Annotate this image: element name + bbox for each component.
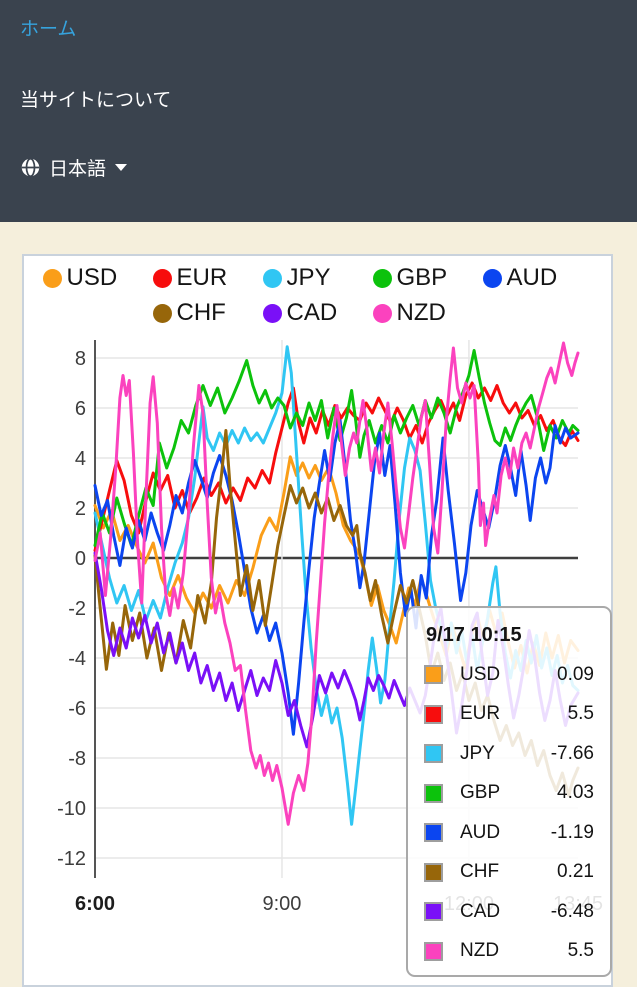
tooltip-row-eur: EUR 5.5 (424, 695, 594, 735)
legend-item-jpy[interactable]: JPY (262, 264, 373, 291)
legend-label: GBP (396, 264, 448, 291)
nav-link-home[interactable]: ホーム (20, 14, 617, 41)
y-tick-label: 2 (75, 498, 86, 520)
legend-label: NZD (396, 299, 446, 326)
tooltip-row-gbp: GBP 4.03 (424, 774, 594, 814)
legend-label: USD (66, 264, 118, 291)
chf-swatch (424, 862, 443, 882)
y-tick-label: 6 (75, 398, 86, 420)
legend-item-nzd[interactable]: NZD (372, 299, 483, 326)
gbp-color-dot (372, 268, 392, 288)
globe-icon (21, 157, 40, 178)
legend-item-eur[interactable]: EUR (152, 264, 263, 291)
nav-about-label: 当サイトについて (20, 90, 172, 111)
x-tick-label: 9:00 (262, 893, 301, 915)
chart-legend: USD EUR JPY GBP AUD CHF CAD NZD (22, 266, 613, 325)
site-header: ホーム 当サイトについて 日本語 (0, 0, 637, 222)
tooltip-label: CAD (460, 900, 501, 922)
nzd-color-dot (372, 303, 392, 323)
y-tick-label: -2 (68, 598, 86, 620)
eur-swatch (424, 704, 443, 724)
tooltip-label: AUD (460, 821, 501, 843)
usd-swatch (424, 665, 443, 685)
y-tick-label: 4 (75, 448, 86, 470)
cad-color-dot (262, 303, 282, 323)
y-tick-label: -10 (57, 798, 86, 820)
tooltip-label: GBP (460, 782, 501, 804)
legend-label: EUR (176, 264, 228, 291)
language-selector[interactable]: 日本語 (20, 154, 617, 181)
y-tick-label: -8 (68, 748, 86, 770)
tooltip-row-cad: CAD -6.48 (424, 892, 594, 932)
tooltip-row-chf: CHF 0.21 (424, 853, 594, 893)
legend-item-gbp[interactable]: GBP (372, 264, 483, 291)
tooltip-label: NZD (460, 940, 500, 962)
tooltip-row-usd: USD 0.09 (424, 655, 594, 695)
jpy-swatch (424, 744, 443, 764)
y-tick-label: 0 (75, 548, 86, 570)
series-line-aud (93, 419, 580, 736)
tooltip-value: 4.03 (557, 782, 594, 804)
x-tick-label: 6:00 (75, 893, 115, 915)
tooltip-value: 0.09 (557, 663, 594, 685)
tooltip-row-nzd: NZD 5.5 (424, 932, 594, 972)
legend-label: CHF (176, 299, 226, 326)
tooltip-value: -6.48 (550, 900, 594, 922)
tooltip-row-aud: AUD -1.19 (424, 813, 594, 853)
y-tick-label: -6 (68, 698, 86, 720)
legend-item-cad[interactable]: CAD (262, 299, 373, 326)
jpy-color-dot (262, 268, 282, 288)
chart-tooltip: 9/17 10:15 USD 0.09 EUR 5.5 JPY -7.66 GB… (406, 606, 612, 977)
tooltip-value: -7.66 (550, 742, 594, 764)
aud-color-dot (482, 268, 502, 288)
legend-label: JPY (286, 264, 331, 291)
tooltip-label: USD (460, 663, 501, 685)
nav-link-about[interactable]: 当サイトについて (20, 85, 617, 112)
y-tick-label: -4 (68, 648, 86, 670)
legend-item-usd[interactable]: USD (42, 264, 153, 291)
tooltip-label: EUR (460, 703, 501, 725)
eur-color-dot (152, 268, 172, 288)
tooltip-label: JPY (460, 742, 495, 764)
tooltip-value: 0.21 (557, 861, 594, 883)
y-tick-label: -12 (57, 848, 86, 870)
nav-home-label: ホーム (20, 19, 77, 40)
chevron-down-icon (115, 164, 128, 171)
usd-color-dot (42, 268, 62, 288)
tooltip-row-jpy: JPY -7.66 (424, 734, 594, 774)
series-line-gbp (93, 349, 580, 547)
tooltip-value: 5.5 (567, 940, 594, 962)
gbp-swatch (424, 783, 443, 803)
legend-label: CAD (286, 299, 338, 326)
tooltip-timestamp: 9/17 10:15 (426, 624, 522, 646)
series-line-nzd (93, 341, 580, 826)
cad-swatch (424, 902, 443, 922)
language-label: 日本語 (49, 159, 107, 180)
tooltip-value: -1.19 (550, 821, 594, 843)
aud-swatch (424, 823, 443, 843)
legend-label: AUD (506, 264, 558, 291)
legend-item-aud[interactable]: AUD (482, 264, 593, 291)
tooltip-label: CHF (460, 861, 500, 883)
chf-color-dot (152, 303, 172, 323)
legend-item-chf[interactable]: CHF (152, 299, 263, 326)
nzd-swatch (424, 941, 443, 961)
y-tick-label: 8 (75, 348, 86, 370)
tooltip-value: 5.5 (567, 703, 594, 725)
